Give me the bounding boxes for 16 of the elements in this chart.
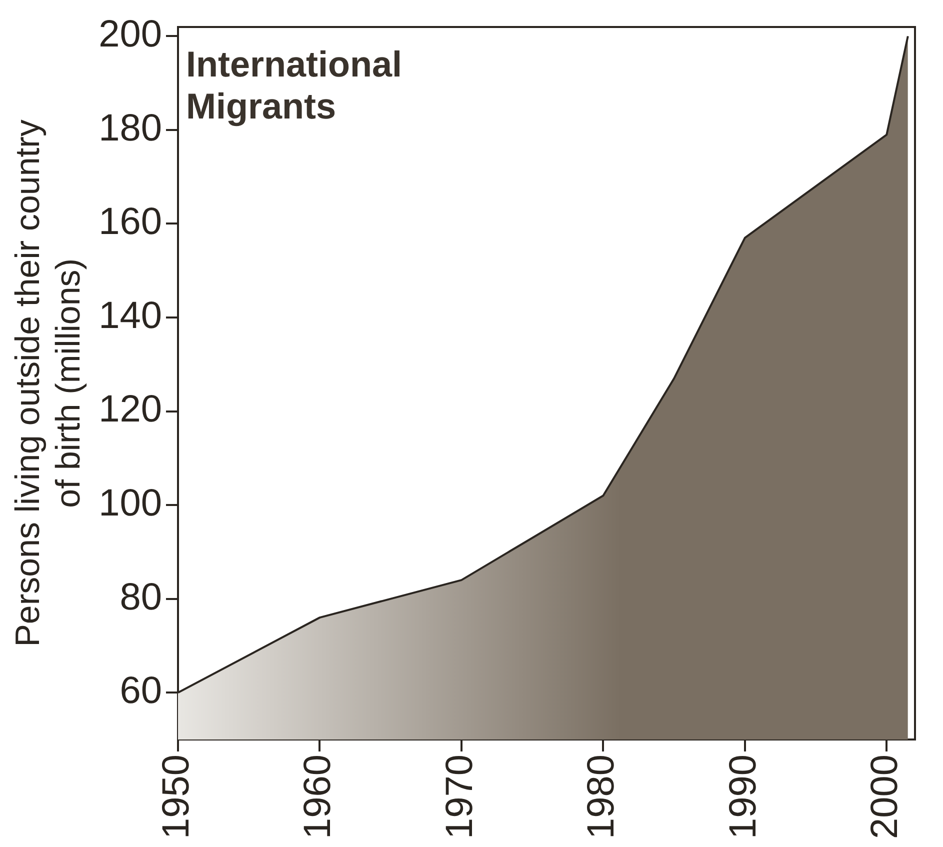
y-tick-label: 160 — [98, 201, 162, 244]
x-tick-label: 1950 — [155, 754, 198, 840]
y-tick-label: 200 — [98, 14, 162, 56]
x-tick-label: 1960 — [297, 754, 340, 840]
x-tick-label: 1990 — [722, 754, 764, 840]
y-tick-label: 100 — [98, 482, 162, 525]
text: International Migrants — [186, 44, 402, 127]
y-tick-label: 120 — [98, 388, 162, 431]
y-tick-label: 140 — [98, 294, 162, 337]
y-axis-title: Persons living outside their country of birth (millions) — [8, 120, 88, 647]
y-tick-label: 80 — [120, 576, 162, 618]
x-tick-label: 2000 — [864, 754, 906, 840]
x-tick-label: 1980 — [580, 754, 623, 840]
x-tick-label: 1970 — [438, 754, 481, 840]
y-tick-label: 180 — [98, 107, 162, 150]
y-tick-label: 60 — [120, 670, 162, 712]
